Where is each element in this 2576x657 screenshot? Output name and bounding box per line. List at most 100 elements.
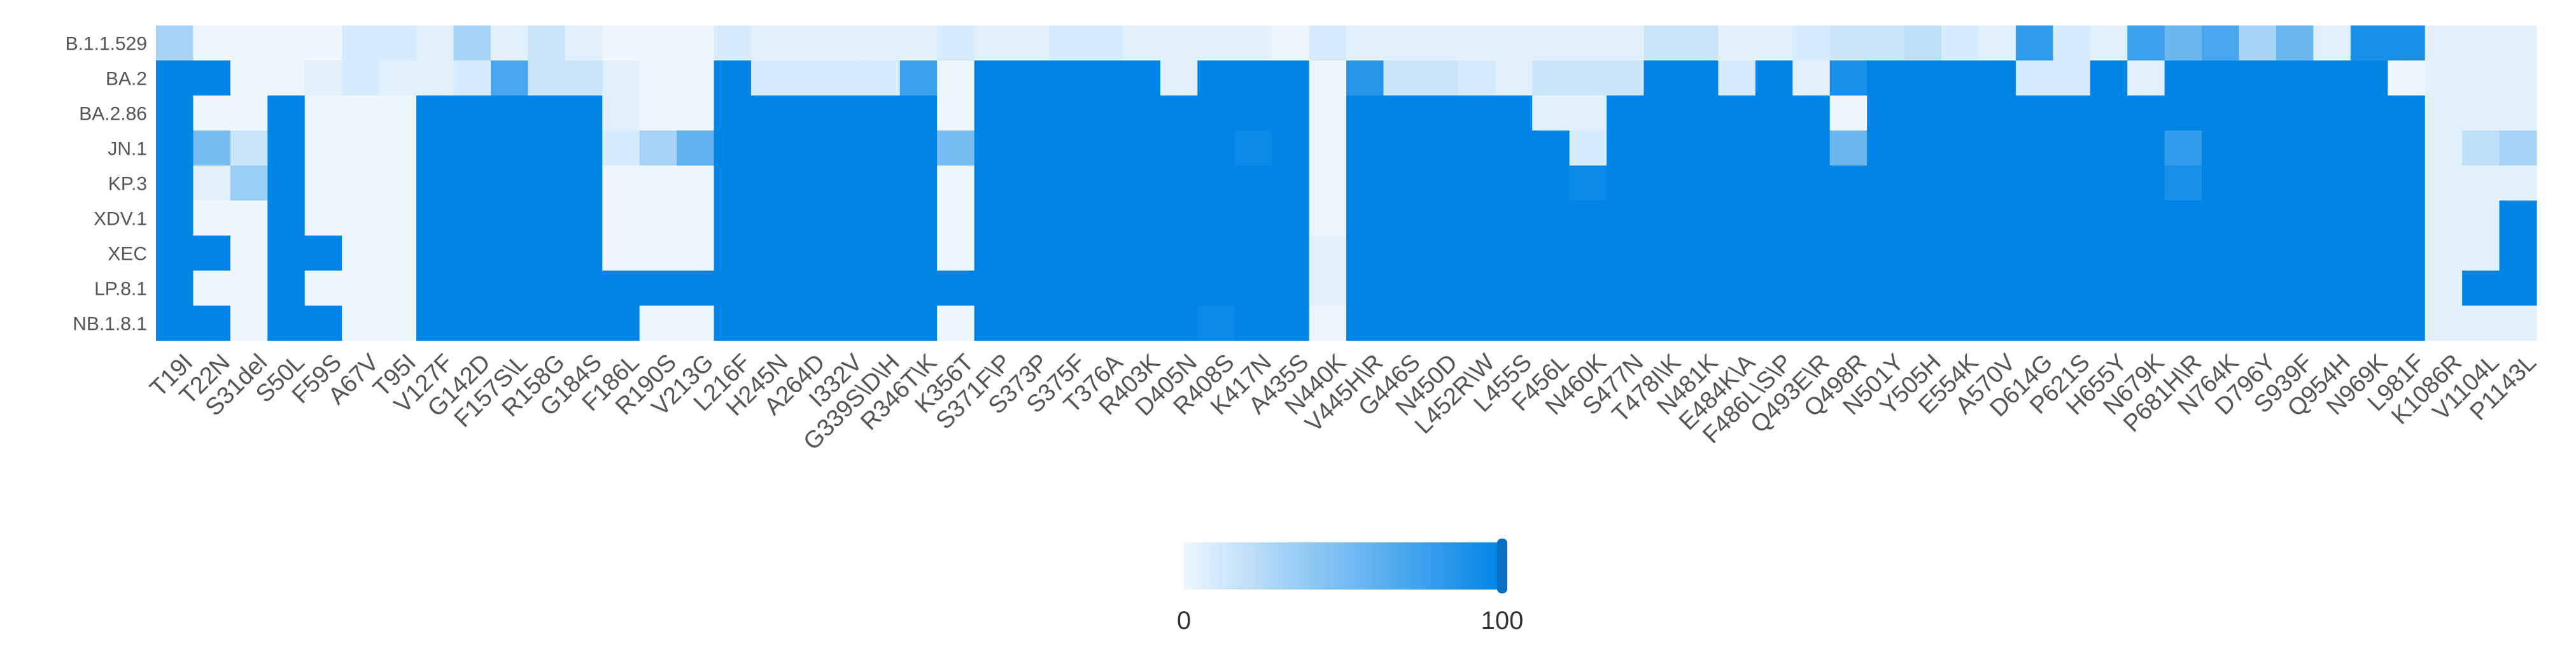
heatmap-cell: [1532, 201, 1570, 236]
heatmap-cell: [825, 25, 863, 61]
heatmap-cell: [1680, 201, 1719, 236]
heatmap-cell: [2313, 306, 2351, 341]
heatmap-cell: [862, 306, 901, 341]
heatmap-cell: [490, 131, 528, 166]
heatmap-cells: [156, 25, 2537, 341]
heatmap-cell: [2164, 95, 2202, 131]
heatmap-cell: [2276, 306, 2314, 341]
heatmap-cell: [2462, 271, 2500, 306]
heatmap-cell: [1160, 271, 1198, 306]
heatmap-cell: [1234, 271, 1272, 306]
heatmap-cell: [714, 95, 752, 131]
heatmap-cell: [1123, 60, 1161, 96]
heatmap-cell: [267, 271, 306, 306]
heatmap-cell: [788, 306, 826, 341]
heatmap-cell: [2350, 95, 2388, 131]
heatmap-cell: [1048, 95, 1087, 131]
heatmap-cell: [1867, 306, 1905, 341]
heatmap-cell: [2462, 131, 2500, 166]
heatmap-cell: [1755, 306, 1793, 341]
heatmap-cell: [1085, 271, 1123, 306]
heatmap-cell: [677, 306, 715, 341]
heatmap-cell: [2090, 236, 2128, 271]
heatmap-cell: [453, 25, 491, 61]
heatmap-cell: [1718, 201, 1756, 236]
heatmap-cell: [2350, 60, 2388, 96]
row-label: XEC: [108, 244, 147, 265]
heatmap-cell: [2015, 236, 2053, 271]
heatmap-cell: [639, 60, 677, 96]
heatmap-cell: [788, 166, 826, 201]
heatmap-cell: [342, 271, 380, 306]
heatmap-cell: [2090, 306, 2128, 341]
heatmap-cell: [974, 25, 1012, 61]
heatmap-cell: [156, 306, 194, 341]
heatmap-cell: [2276, 166, 2314, 201]
heatmap-cell: [1904, 25, 1942, 61]
heatmap-cell: [1123, 201, 1161, 236]
heatmap-cell: [602, 271, 640, 306]
heatmap-cell: [1643, 95, 1682, 131]
heatmap-cell: [2202, 306, 2240, 341]
heatmap-cell: [2462, 236, 2500, 271]
heatmap-cell: [2053, 25, 2091, 61]
heatmap-cell: [2388, 60, 2426, 96]
heatmap-cell: [1495, 236, 1533, 271]
heatmap-cell: [1792, 201, 1831, 236]
heatmap-cell: [1607, 60, 1645, 96]
heatmap-cell: [714, 131, 752, 166]
heatmap-cell: [1458, 131, 1496, 166]
heatmap-cell: [304, 201, 342, 236]
heatmap-cell: [1792, 131, 1831, 166]
heatmap-cell: [2090, 166, 2128, 201]
heatmap-cell: [2053, 60, 2091, 96]
heatmap-cell: [2499, 236, 2537, 271]
heatmap-cell: [677, 271, 715, 306]
row-label: LP.8.1: [94, 279, 147, 300]
heatmap-cell: [2313, 271, 2351, 306]
heatmap-cell: [2239, 95, 2277, 131]
legend-range-handle[interactable]: [1497, 539, 1507, 593]
heatmap-cell: [1978, 201, 2016, 236]
heatmap-cell: [1829, 131, 1868, 166]
heatmap-cell: [2127, 166, 2165, 201]
heatmap-cell: [1420, 95, 1458, 131]
heatmap-cell: [862, 236, 901, 271]
heatmap-cell: [602, 131, 640, 166]
heatmap-cell: [565, 201, 603, 236]
heatmap-cell: [899, 271, 938, 306]
heatmap-cell: [1383, 60, 1421, 96]
heatmap-cell: [1755, 131, 1793, 166]
heatmap-cell: [490, 236, 528, 271]
heatmap-cell: [2276, 25, 2314, 61]
heatmap-cell: [1011, 95, 1050, 131]
heatmap-cell: [193, 95, 231, 131]
heatmap-cell: [2053, 166, 2091, 201]
heatmap-cell: [1941, 306, 1980, 341]
heatmap-cell: [1160, 25, 1198, 61]
heatmap-cell: [2462, 201, 2500, 236]
heatmap-cell: [1569, 166, 1607, 201]
heatmap-cell: [565, 306, 603, 341]
heatmap-cell: [1680, 60, 1719, 96]
heatmap-cell: [2090, 60, 2128, 96]
heatmap-cell: [2015, 131, 2053, 166]
heatmap-cell: [416, 25, 454, 61]
heatmap-cell: [379, 131, 417, 166]
heatmap-cell: [1532, 306, 1570, 341]
heatmap-cell: [379, 271, 417, 306]
heatmap-cell: [2425, 166, 2463, 201]
heatmap-cell: [1495, 25, 1533, 61]
heatmap-cell: [1643, 271, 1682, 306]
heatmap-cell: [2239, 60, 2277, 96]
legend-gradient-bar: [1184, 542, 1502, 590]
heatmap-cell: [1829, 201, 1868, 236]
heatmap-cell: [2090, 25, 2128, 61]
heatmap-cell: [565, 236, 603, 271]
heatmap-cell: [1085, 201, 1123, 236]
heatmap-cell: [528, 60, 566, 96]
heatmap-cell: [1458, 306, 1496, 341]
heatmap-cell: [193, 271, 231, 306]
heatmap-cell: [2313, 236, 2351, 271]
heatmap-cell: [825, 306, 863, 341]
